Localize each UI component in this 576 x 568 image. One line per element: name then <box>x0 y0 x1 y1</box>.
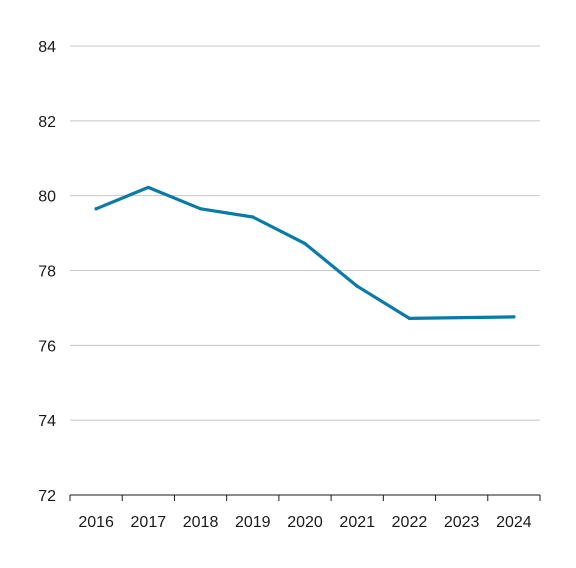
y-tick-label: 74 <box>38 413 56 430</box>
y-axis-labels: 72 74 76 78 80 82 84 <box>38 39 56 505</box>
data-point <box>303 241 307 246</box>
y-tick-label: 78 <box>38 264 56 281</box>
x-tick-label: 2020 <box>287 514 323 531</box>
series-line <box>94 185 516 320</box>
y-tick-label: 76 <box>38 338 56 355</box>
x-tick-label: 2019 <box>235 514 271 531</box>
gridlines <box>70 45 540 421</box>
x-axis <box>69 494 541 501</box>
data-point <box>251 215 255 219</box>
x-axis-labels: 2016 2017 2018 2019 2020 2021 2022 2023 2024 <box>78 514 531 531</box>
data-point <box>94 207 98 211</box>
x-tick-label: 2024 <box>496 514 532 531</box>
data-point <box>146 185 150 190</box>
data-point <box>198 207 203 211</box>
data-point <box>460 316 464 320</box>
data-point <box>407 316 412 320</box>
y-tick-label: 84 <box>38 39 56 56</box>
y-tick-label: 80 <box>38 189 56 206</box>
x-tick-label: 2018 <box>183 514 219 531</box>
x-tick-label: 2023 <box>444 514 480 531</box>
data-point <box>355 284 359 288</box>
data-point <box>512 315 516 319</box>
x-tick-label: 2021 <box>339 514 375 531</box>
x-tick-label: 2022 <box>392 514 428 531</box>
x-tick-label: 2016 <box>78 514 114 531</box>
x-tick-label: 2017 <box>131 514 167 531</box>
y-tick-label: 72 <box>38 488 56 505</box>
series-layer <box>94 185 516 320</box>
y-tick-label: 82 <box>38 114 56 131</box>
